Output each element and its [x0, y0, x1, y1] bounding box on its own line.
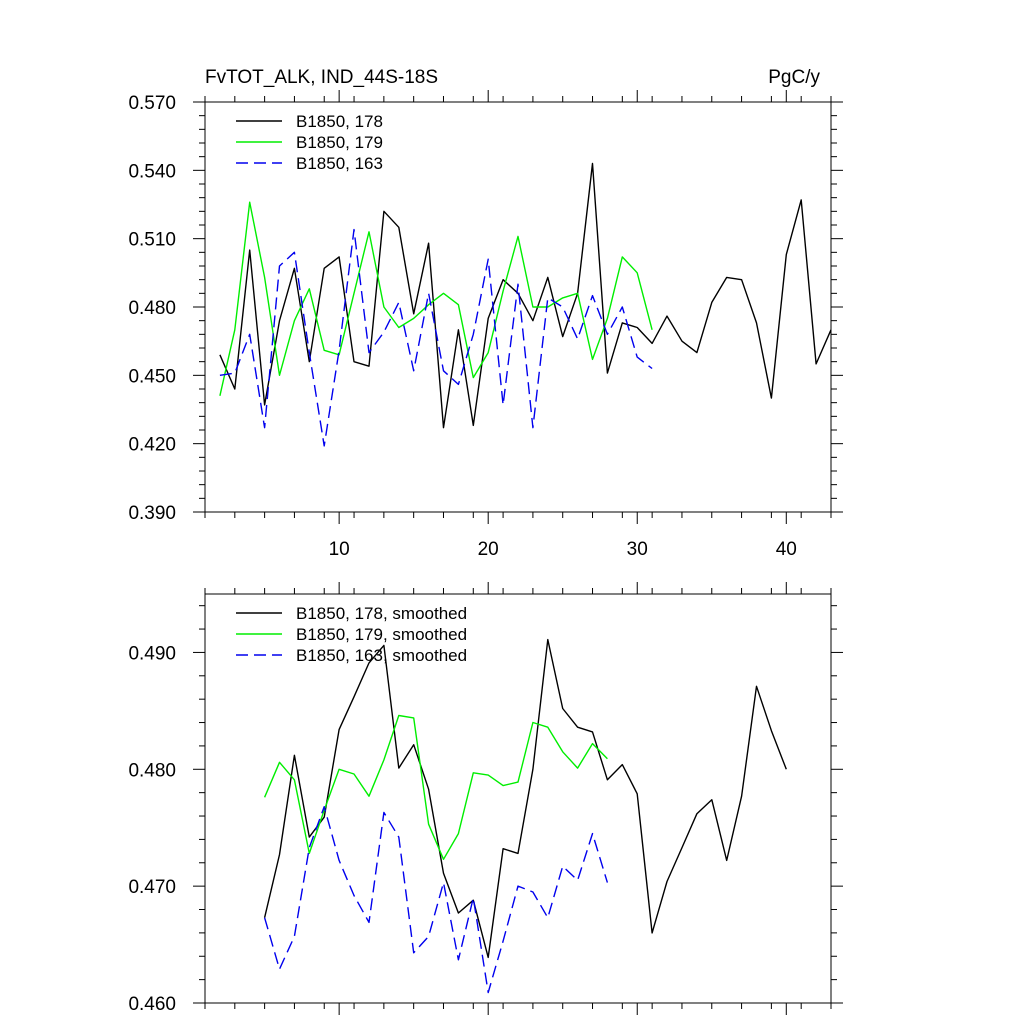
legend-label-0: B1850, 178 [296, 112, 383, 131]
series-line-2 [219, 228, 653, 447]
legend-label-0: B1850, 178, smoothed [296, 604, 467, 623]
x-tick-label: 20 [478, 539, 499, 560]
x-tick-label: 30 [627, 539, 648, 560]
legend-label-1: B1850, 179 [296, 133, 383, 152]
y-tick-label: 0.460 [128, 994, 176, 1015]
y-tick-label: 0.570 [128, 93, 176, 114]
plot-frame [204, 593, 832, 1004]
y-tick-label: 0.540 [128, 161, 176, 182]
x-tick-label: 40 [776, 539, 797, 560]
y-tick-label: 0.510 [128, 230, 176, 251]
panel-title-left: FvTOT_ALK, IND_44S-18S [205, 67, 438, 88]
y-tick-label: 0.420 [128, 435, 176, 456]
legend-label-2: B1850, 163, smoothed [296, 646, 467, 665]
y-tick-label: 0.390 [128, 503, 176, 524]
x-tick-label: 10 [329, 539, 350, 560]
y-tick-label: 0.480 [128, 760, 176, 781]
y-tick-label: 0.450 [128, 366, 176, 387]
legend-label-2: B1850, 163 [296, 154, 383, 173]
bottom-panel: 0.460 0.470 0.480 0.490 B1850, 178, smoothed… [128, 582, 843, 1015]
y-tick-label: 0.470 [128, 877, 176, 898]
y-tick-label: 0.480 [128, 298, 176, 319]
series-line-1 [219, 201, 653, 396]
top-panel: FvTOT_ALK, IND_44S-18S PgC/y 10 20 30 40 0.3… [128, 67, 843, 560]
series-line-2 [263, 806, 609, 994]
series-line-1 [263, 714, 608, 860]
y-tick-label: 0.490 [128, 643, 176, 664]
series-line-0 [219, 162, 832, 429]
legend-label-1: B1850, 179, smoothed [296, 625, 467, 644]
series-line-0 [263, 638, 787, 959]
panel-title-right: PgC/y [768, 67, 820, 88]
